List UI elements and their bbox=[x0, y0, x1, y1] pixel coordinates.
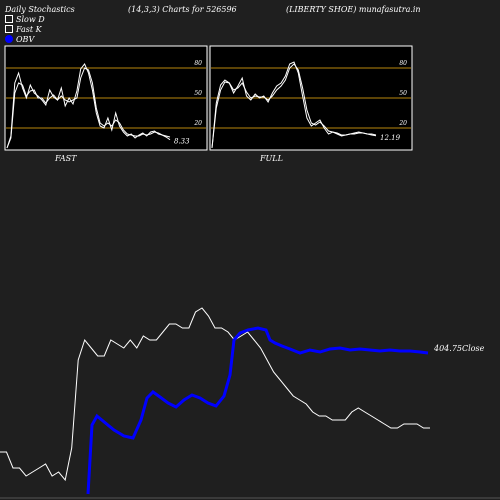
obv-line bbox=[86, 326, 429, 495]
legend-label-fast-k: Fast K bbox=[16, 24, 42, 34]
panel-2-series-1 bbox=[211, 63, 377, 149]
panel-2-level-label: 80 bbox=[399, 60, 407, 67]
panel-1-series-1 bbox=[6, 67, 171, 149]
panel-1-level-label: 20 bbox=[193, 120, 202, 127]
close-value-label: 404.75Close bbox=[433, 344, 485, 353]
panel-1-last-value: 8.33 bbox=[174, 138, 190, 146]
legend-label-slow-d: Slow D bbox=[16, 14, 45, 24]
chart-title: Daily Stochastics bbox=[5, 5, 75, 14]
legend-item-fast-k: Fast K bbox=[5, 24, 45, 34]
close-price-line bbox=[0, 307, 430, 482]
legend-item-obv: OBV bbox=[5, 34, 45, 44]
panel-2-last-value: 12.19 bbox=[380, 134, 401, 142]
panel-1-level-label: 80 bbox=[194, 60, 202, 67]
legend-swatch-fast-k bbox=[5, 25, 13, 33]
panel-2-title: FULL bbox=[259, 154, 283, 163]
legend-swatch-slow-d bbox=[5, 15, 13, 23]
legend-swatch-obv bbox=[5, 35, 13, 43]
legend-item-slow-d: Slow D bbox=[5, 14, 45, 24]
panel-2-level-label: 50 bbox=[399, 90, 407, 97]
chart-params: (14,3,3) Charts for 526596 bbox=[128, 5, 237, 14]
chart-company: (LIBERTY SHOE) munafasutra.in bbox=[286, 5, 421, 14]
panel-2-level-label: 20 bbox=[398, 120, 407, 127]
panel-1-series-0 bbox=[6, 63, 171, 149]
legend-label-obv: OBV bbox=[16, 34, 35, 44]
panel-1-level-label: 50 bbox=[194, 90, 202, 97]
legend: Slow D Fast K OBV bbox=[5, 14, 45, 44]
panel-1-title: FAST bbox=[54, 154, 77, 163]
